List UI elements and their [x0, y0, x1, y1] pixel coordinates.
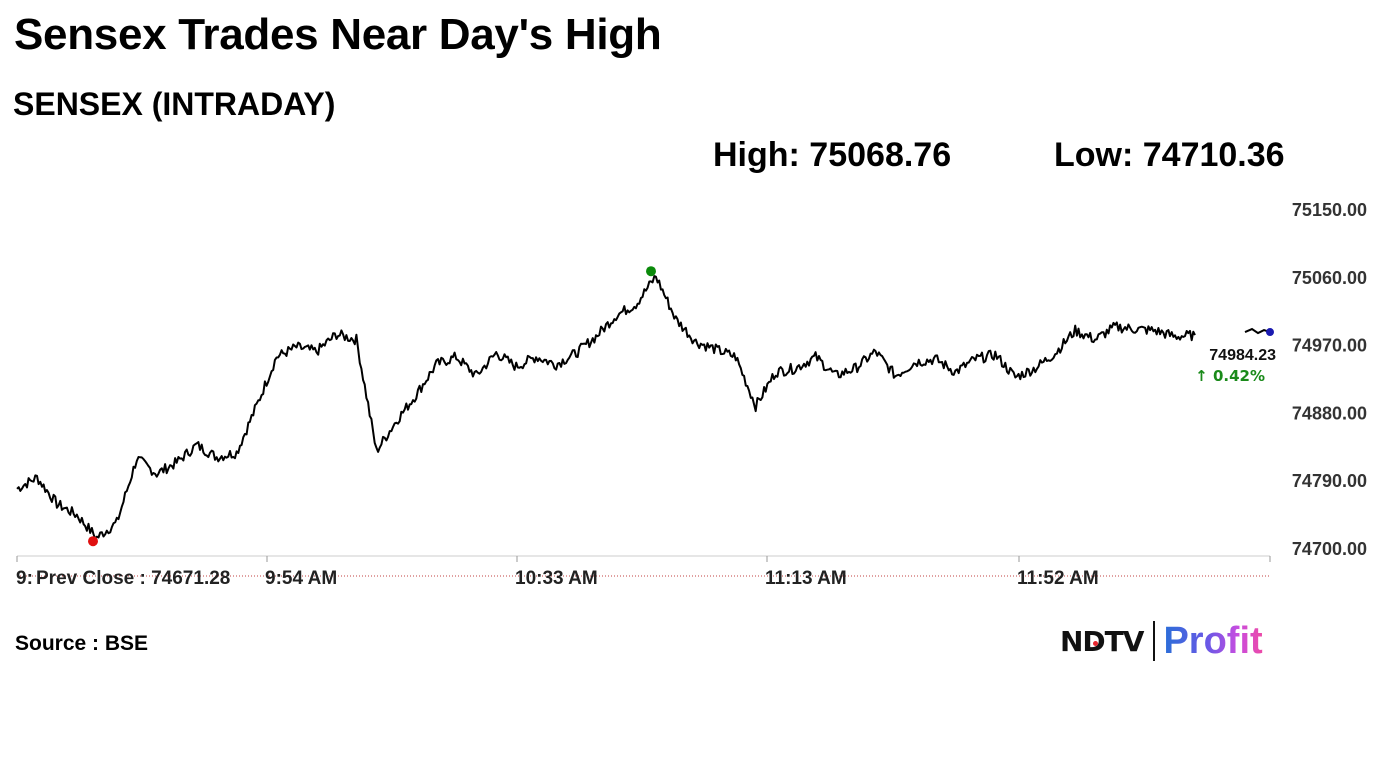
x-tick-label: 9:: [16, 568, 33, 589]
y-tick-label: 75150.00: [1292, 200, 1367, 220]
last-price-label: 74984.23: [1209, 347, 1276, 364]
logo-profit-wordmark: Profit: [1163, 619, 1263, 662]
change-percent-label: ↑ 0.42%: [1195, 367, 1265, 385]
y-tick-label: 74700.00: [1292, 539, 1367, 559]
day-low-stat: Low: 74710.36: [1054, 136, 1285, 174]
day-high-marker: [646, 266, 656, 277]
source-note: Source : BSE: [15, 632, 149, 655]
day-low-marker: [88, 536, 98, 547]
chart-subtitle: SENSEX (INTRADAY): [13, 86, 336, 122]
y-tick-label: 75060.00: [1292, 268, 1367, 288]
sensex-price-line: [16, 275, 1196, 540]
x-tick-label: 10:33 AM: [515, 568, 598, 589]
y-tick-label: 74790.00: [1292, 471, 1367, 491]
x-tick-label: 11:13 AM: [765, 568, 847, 589]
y-tick-label: 74970.00: [1292, 336, 1367, 356]
y-tick-label: 74880.00: [1292, 403, 1367, 423]
logo-red-dot: [1093, 640, 1098, 646]
logo-ndtv-text: NDTV: [1060, 624, 1144, 658]
day-high-stat: High: 75068.76: [713, 136, 952, 174]
logo-separator: [1153, 621, 1156, 661]
last-price-marker: [1266, 328, 1274, 337]
prev-close-label: Prev Close : 74671.28: [36, 568, 230, 589]
x-tick-label: 11:52 AM: [1017, 568, 1099, 589]
page-title: Sensex Trades Near Day's High: [14, 10, 662, 59]
price-line-tail: [1244, 327, 1271, 335]
logo-ndtv-wordmark: NDTV: [1060, 624, 1144, 658]
ndtv-profit-logo: NDTV Profit: [1060, 618, 1263, 664]
x-tick-label: 9:54 AM: [265, 568, 337, 589]
